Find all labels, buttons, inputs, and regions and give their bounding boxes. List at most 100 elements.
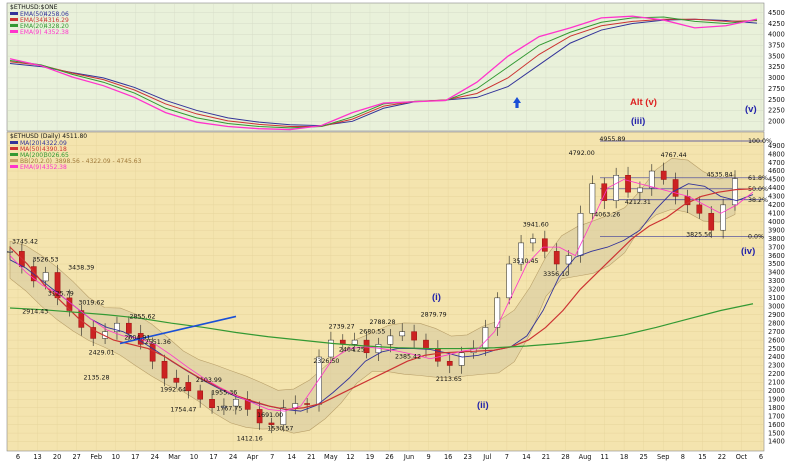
candle-body xyxy=(732,178,738,206)
candle-body xyxy=(565,255,572,265)
lower-y-tick: 3100 xyxy=(768,294,785,302)
wave-label-iii: (iii) xyxy=(631,116,645,127)
x-tick-label: Aug xyxy=(579,453,592,461)
candle-body xyxy=(553,251,560,265)
legend-swatch-ma50 xyxy=(10,147,18,150)
x-tick-label: Oct xyxy=(736,453,748,461)
lower-y-tick: 2800 xyxy=(768,319,785,327)
legend-ma20-name: MA(20) xyxy=(20,140,42,147)
candle-body xyxy=(149,344,156,362)
legend-ema34-name: EMA(34) xyxy=(20,17,45,24)
fib-level-label: 61.8% xyxy=(748,175,768,182)
upper-y-tick: 2250 xyxy=(768,107,785,115)
lower-panel-title: $ETHUSD (Daily) 4511.80 xyxy=(10,133,87,140)
fib-level-label: 38.2% xyxy=(748,197,768,204)
candle-body xyxy=(126,322,132,334)
x-tick-label: 28 xyxy=(561,453,569,461)
price-annotation: 2914.43 xyxy=(22,309,48,316)
legend-ema9-value: 4352.38 xyxy=(44,29,69,36)
price-annotation: 3825.56 xyxy=(686,231,712,238)
candle-body xyxy=(482,327,489,349)
candle-body xyxy=(613,175,619,201)
upper-series-line xyxy=(9,16,758,129)
upper-y-tick: 4000 xyxy=(768,31,785,39)
legend-ema20-name: EMA(20) xyxy=(20,23,45,30)
candle-body xyxy=(423,339,429,349)
price-annotation: 2464.25 xyxy=(339,347,365,354)
legend-bb-name: BB(20,2.0) xyxy=(20,158,52,165)
x-tick-label: 26 xyxy=(385,453,393,461)
legend-ema9-name: EMA(9) xyxy=(20,29,42,36)
candle-body xyxy=(387,335,394,345)
x-tick-label: 21 xyxy=(542,453,550,461)
x-tick-label: 24 xyxy=(151,453,159,461)
upper-y-tick: 2000 xyxy=(768,118,785,126)
candle-body xyxy=(530,238,536,244)
legend-ema20-value: 4328.20 xyxy=(44,23,69,30)
upper-series-line xyxy=(9,18,758,127)
legend-ema9-lower-value: 4352.38 xyxy=(42,164,67,171)
price-annotation: 3941.60 xyxy=(523,222,549,229)
x-tick-label: 19 xyxy=(366,453,374,461)
legend-swatch-ema9-lower xyxy=(10,165,18,168)
candle-body xyxy=(351,339,358,345)
legend-ma20-value: 4322.09 xyxy=(42,140,67,147)
lower-y-tick: 4900 xyxy=(768,142,785,150)
lower-y-tick: 1600 xyxy=(768,421,785,429)
legend-ma50-name: MA(50) xyxy=(20,146,42,153)
price-annotation: 1767.75 xyxy=(216,405,242,412)
lower-series-line xyxy=(9,188,754,411)
price-annotation: 3745.42 xyxy=(12,238,38,245)
upper-legend: EMA(50) 4258.06 EMA(34) 4316.29 EMA(20) … xyxy=(10,11,69,36)
x-tick-label: Jul xyxy=(482,453,491,461)
lower-y-tick: 2700 xyxy=(768,328,785,336)
lower-y-tick: 4500 xyxy=(768,176,785,184)
candle-body xyxy=(494,297,501,328)
x-tick-label: 21 xyxy=(307,453,315,461)
lower-y-tick: 3700 xyxy=(768,243,785,251)
lower-y-tick: 3000 xyxy=(768,302,785,310)
x-tick-label: May xyxy=(324,453,338,461)
price-annotation: 2879.79 xyxy=(421,311,447,318)
x-tick-label: 8 xyxy=(681,453,685,461)
x-tick-label: 14 xyxy=(522,453,530,461)
x-tick-label: 13 xyxy=(33,453,41,461)
candle-body xyxy=(304,403,310,405)
price-annotation: 3019.62 xyxy=(78,300,104,307)
upper-y-tick: 3000 xyxy=(768,74,785,82)
candle-body xyxy=(625,175,631,193)
lower-y-tick: 3800 xyxy=(768,235,785,243)
candle-body xyxy=(708,213,715,231)
lower-y-tick: 1800 xyxy=(768,404,785,412)
price-annotation: 3438.39 xyxy=(68,264,94,271)
price-annotation: 2326.50 xyxy=(313,358,339,365)
candle-body xyxy=(696,204,703,214)
candle-body xyxy=(518,242,524,265)
x-tick-label: 7 xyxy=(505,453,509,461)
candle-body xyxy=(221,405,227,408)
up-arrow-icon xyxy=(513,97,521,108)
lower-y-tick: 4100 xyxy=(768,210,785,218)
x-tick-label: Apr xyxy=(247,453,259,461)
x-tick-label: 20 xyxy=(53,453,61,461)
candle-body xyxy=(209,399,215,408)
lower-y-tick: 4400 xyxy=(768,184,785,192)
candle-body xyxy=(541,238,548,252)
candle-body xyxy=(660,170,667,180)
candle-body xyxy=(42,272,49,282)
lower-y-tick: 1500 xyxy=(768,429,785,437)
x-tick-label: 22 xyxy=(718,453,726,461)
upper-y-tick: 4250 xyxy=(768,20,785,28)
lower-y-tick: 3500 xyxy=(768,260,785,268)
fib-level-label: 50.0% xyxy=(748,186,768,193)
lower-y-tick: 2200 xyxy=(768,370,785,378)
x-tick-label: 15 xyxy=(698,453,706,461)
price-annotation: 2385.42 xyxy=(395,353,421,360)
lower-y-tick: 2100 xyxy=(768,379,785,387)
candle-body xyxy=(720,204,726,231)
legend-ema34-value: 4316.29 xyxy=(44,17,69,24)
price-annotation: 1412.16 xyxy=(237,436,263,443)
price-annotation: 2788.28 xyxy=(370,319,396,326)
candle-body xyxy=(399,331,406,337)
price-annotation: 2604.91 xyxy=(124,335,150,342)
